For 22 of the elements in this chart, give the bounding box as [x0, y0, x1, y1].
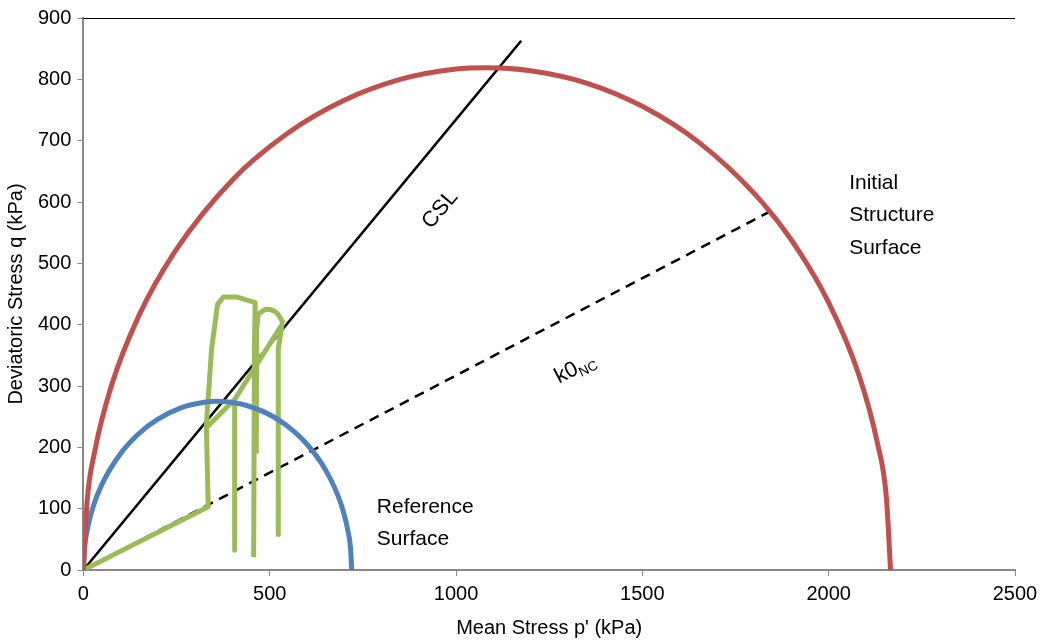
series-label: Reference Surface: [376, 493, 474, 550]
y-tick-label: 300: [37, 373, 72, 396]
y-tick-label: 900: [37, 5, 72, 28]
y-tick-label: 100: [37, 496, 72, 519]
y-tick-label: 800: [37, 66, 72, 89]
y-tick-label: 500: [37, 250, 72, 273]
text: k0NC: [549, 355, 601, 389]
y-tick-label: 400: [37, 312, 72, 335]
text: CSL: [415, 184, 463, 234]
x-tick-label: 0: [77, 581, 89, 604]
y-tick-label: 0: [60, 557, 72, 580]
y-axis-title: Deviatoric Stress q (kPa): [3, 183, 26, 405]
x-tick-label: 2000: [806, 581, 851, 604]
y-tick-label: 700: [37, 128, 72, 151]
x-tick-label: 2500: [992, 581, 1038, 604]
series-label: Initial Structure Surface: [849, 169, 935, 258]
y-tick-label: 200: [37, 434, 72, 457]
x-tick-label: 1500: [620, 581, 665, 604]
x-tick-label: 1000: [433, 581, 479, 604]
y-tick-label: 600: [37, 189, 72, 212]
x-tick-label: 500: [253, 581, 287, 604]
x-axis-title: Mean Stress p' (kPa): [456, 615, 643, 638]
